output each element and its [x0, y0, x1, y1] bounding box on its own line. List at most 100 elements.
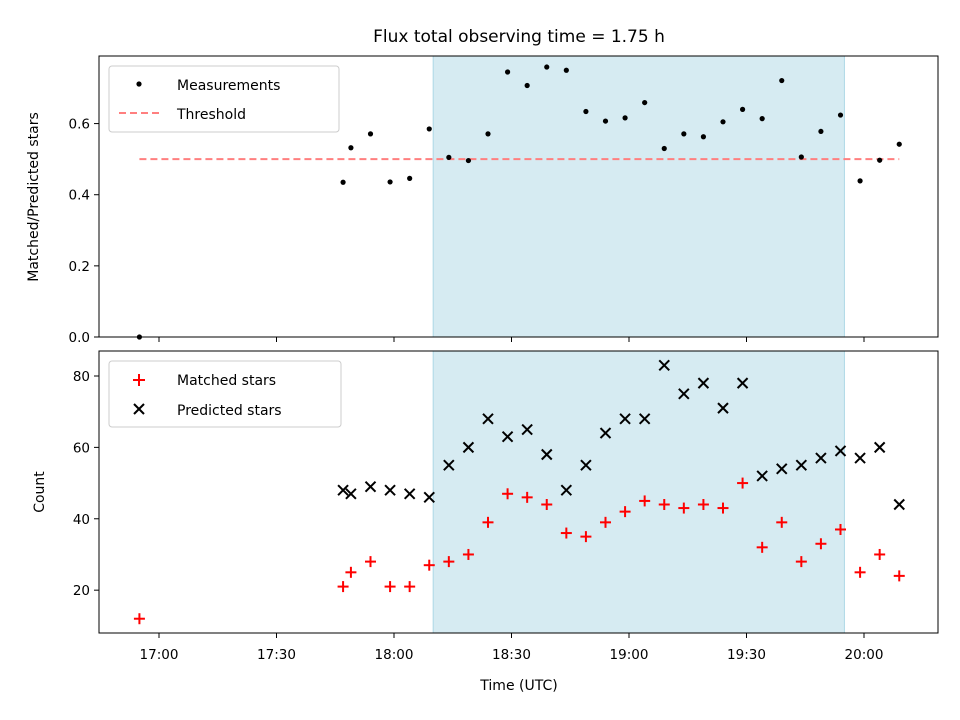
- bottom-ytick-label: 20: [73, 583, 90, 599]
- matched-star-point: [756, 541, 768, 553]
- legend-measurements-label: Measurements: [177, 78, 280, 94]
- measurement-point: [367, 131, 374, 137]
- predicted-star-point: [893, 498, 905, 511]
- bottom-ytick-label: 40: [73, 512, 90, 528]
- matched-star-point: [384, 581, 396, 593]
- top-y-axis-label: Matched/Predicted stars: [26, 112, 42, 282]
- bottom-xtick-label: 19:30: [727, 647, 766, 663]
- top-legend: Measurements Threshold: [108, 65, 340, 133]
- top-ytick-label: 0.2: [69, 259, 90, 275]
- matched-star-point: [795, 556, 807, 568]
- predicted-star-point: [717, 402, 729, 414]
- predicted-star-point: [403, 488, 416, 500]
- measurement-point: [720, 119, 726, 125]
- predicted-star-point: [599, 427, 612, 439]
- matched-star-point: [678, 502, 690, 514]
- bottom-xtick-label: 20:00: [845, 647, 884, 663]
- predicted-star-point: [443, 459, 455, 471]
- predicted-star-point: [384, 484, 396, 496]
- predicted-star-point: [678, 388, 690, 400]
- measurement-point: [504, 69, 511, 75]
- predicted-star-point: [345, 488, 357, 500]
- matched-star-point: [639, 495, 651, 507]
- bottom-legend: Matched stars Predicted stars: [108, 360, 342, 428]
- bottom-legend-box: [108, 360, 342, 428]
- predicted-star-point: [580, 459, 592, 471]
- bottom-xtick-label: 17:00: [140, 647, 179, 663]
- measurement-point: [779, 77, 785, 84]
- measurement-point: [818, 128, 824, 135]
- bottom-xtick-label: 18:30: [492, 647, 531, 663]
- matched-star-point: [874, 548, 886, 560]
- predicted-star-point: [619, 413, 631, 425]
- predicted-star-point: [658, 359, 670, 371]
- matched-star-point: [815, 538, 827, 550]
- predicted-star-point: [638, 413, 651, 425]
- measurement-point: [602, 118, 609, 124]
- bottom-xtick-label: 18:00: [375, 647, 414, 663]
- matched-star-point: [580, 531, 592, 543]
- top-ytick-label: 0.6: [69, 117, 90, 133]
- measurement-point: [622, 115, 628, 121]
- legend-measurements-marker: [136, 81, 142, 87]
- measurement-point: [407, 175, 413, 181]
- predicted-star-point: [776, 463, 788, 475]
- predicted-star-point: [521, 423, 533, 436]
- matched-star-point: [541, 498, 553, 510]
- bottom-points-layer: [133, 359, 905, 625]
- predicted-star-point: [834, 445, 847, 457]
- legend-threshold-label: Threshold: [176, 107, 246, 123]
- measurement-point: [426, 126, 432, 132]
- measurement-point: [583, 108, 589, 115]
- matched-star-point: [462, 548, 474, 560]
- matched-star-point: [893, 570, 905, 582]
- measurement-point: [896, 141, 902, 147]
- bottom-y-axis-label: Count: [32, 471, 48, 513]
- measurement-point: [661, 145, 667, 152]
- matched-star-point: [560, 527, 572, 539]
- bottom-y-ticks: 20 40 60 80: [73, 369, 99, 599]
- measurement-point: [798, 154, 804, 160]
- predicted-star-point: [756, 470, 768, 482]
- chart-title: Flux total observing time = 1.75 h: [373, 27, 665, 47]
- measurement-point: [348, 145, 354, 151]
- predicted-star-point: [854, 452, 866, 464]
- matched-star-point: [776, 516, 788, 528]
- bottom-xtick-label: 19:00: [610, 647, 649, 663]
- bottom-ytick-label: 80: [73, 369, 90, 385]
- bottom-xtick-label: 17:30: [257, 647, 296, 663]
- top-x-ticks: [158, 337, 865, 342]
- measurement-point: [544, 64, 550, 70]
- measurement-point: [759, 116, 765, 122]
- predicted-star-point: [697, 377, 710, 389]
- legend-predicted-marker: [133, 403, 145, 415]
- measurement-point: [485, 131, 491, 137]
- predicted-star-point: [873, 441, 886, 454]
- matched-star-point: [717, 502, 729, 514]
- measurement-point: [837, 112, 844, 118]
- measurement-point: [857, 178, 863, 184]
- legend-matched-label: Matched stars: [177, 373, 276, 389]
- predicted-star-point: [423, 491, 435, 504]
- matched-star-point: [365, 556, 376, 568]
- measurement-point: [465, 157, 472, 164]
- predicted-star-point: [364, 480, 377, 493]
- measurement-point: [524, 82, 530, 89]
- bottom-ytick-label: 60: [73, 440, 90, 456]
- bottom-shaded-span: [432, 350, 845, 634]
- matched-star-point: [619, 506, 631, 518]
- measurement-point: [446, 154, 452, 160]
- measurement-point: [681, 131, 687, 137]
- bottom-panel: 20 40 60 80 17:00 17:30 18:00 18:30 19:00 19:30 2…: [32, 350, 939, 694]
- matched-star-point: [835, 523, 846, 535]
- matched-star-point: [404, 581, 416, 593]
- matched-star-point: [345, 566, 357, 578]
- measurement-point: [700, 134, 707, 140]
- bottom-x-ticks: 17:00 17:30 18:00 18:30 19:00 19:30 20:00: [140, 633, 884, 663]
- matched-star-point: [423, 559, 435, 571]
- measurement-point: [340, 179, 346, 185]
- matched-star-point: [854, 566, 866, 578]
- measurement-point: [387, 179, 393, 185]
- matched-star-point: [697, 498, 709, 510]
- matched-star-point: [658, 498, 670, 510]
